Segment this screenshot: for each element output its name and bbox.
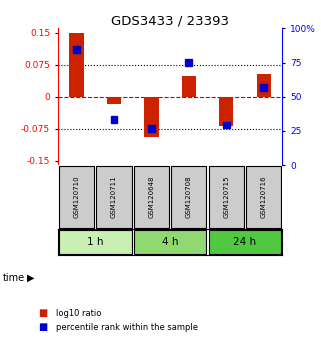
FancyBboxPatch shape: [134, 230, 206, 255]
Text: 4 h: 4 h: [162, 237, 178, 247]
FancyBboxPatch shape: [59, 166, 94, 228]
FancyBboxPatch shape: [246, 166, 281, 228]
Bar: [148, 125, 155, 132]
Text: GSM120711: GSM120711: [111, 176, 117, 218]
FancyBboxPatch shape: [209, 230, 281, 255]
Text: 1 h: 1 h: [87, 237, 103, 247]
Bar: [223, 121, 230, 129]
FancyBboxPatch shape: [171, 166, 206, 228]
Text: GSM120716: GSM120716: [261, 176, 267, 218]
Bar: [110, 116, 117, 123]
Text: 24 h: 24 h: [233, 237, 256, 247]
Text: GSM120708: GSM120708: [186, 176, 192, 218]
Bar: [257, 74, 271, 97]
Bar: [182, 76, 196, 97]
Text: GSM120715: GSM120715: [223, 176, 229, 218]
Text: percentile rank within the sample: percentile rank within the sample: [56, 323, 198, 332]
Text: GSM120648: GSM120648: [148, 176, 154, 218]
Bar: [107, 97, 121, 104]
Title: GDS3433 / 23393: GDS3433 / 23393: [111, 14, 229, 27]
Text: GSM120710: GSM120710: [74, 176, 80, 218]
FancyBboxPatch shape: [96, 166, 132, 228]
Bar: [260, 84, 267, 91]
Text: log10 ratio: log10 ratio: [56, 309, 101, 318]
Bar: [69, 33, 83, 97]
FancyBboxPatch shape: [59, 230, 132, 255]
Text: ■: ■: [39, 322, 48, 332]
Bar: [73, 46, 80, 53]
Bar: [219, 97, 233, 126]
Text: ■: ■: [39, 308, 48, 318]
Text: ▶: ▶: [27, 273, 35, 283]
Bar: [186, 59, 192, 65]
Text: time: time: [3, 273, 25, 283]
FancyBboxPatch shape: [134, 166, 169, 228]
FancyBboxPatch shape: [209, 166, 244, 228]
Bar: [144, 97, 159, 137]
